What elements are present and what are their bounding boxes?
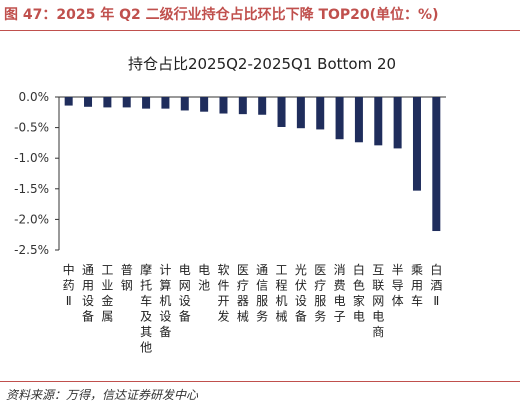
category-label: 医疗器械 [237,263,249,324]
category-label: 通信服务 [256,263,268,324]
bar-8 [200,97,209,112]
y-tick-label: 0.0% [19,90,50,104]
bar-5 [142,97,151,109]
category-label: 乘用车 [411,263,423,308]
y-tick-label: -2.5% [14,243,49,257]
top-rule [0,30,520,31]
bar-layer [64,97,441,232]
source-note: 资料来源：万得，信达证券研发中心 [6,388,199,402]
category-label: 医疗服务 [314,263,326,324]
bar-9 [219,97,228,114]
bottom-rule [0,381,520,382]
category-label: 计算机设备 [159,263,171,339]
category-label: 工程机械 [276,263,288,324]
category-labels: 中药 Ⅱ 通用设备工业金属普钢摩托车及其他计算机设备电网设备电池软件开发医疗器械通信… [63,262,443,355]
y-tick-label: -1.5% [14,182,49,196]
category-label: 白色家电 [353,262,365,324]
bar-10 [238,97,247,115]
bar-2 [84,97,93,107]
category-label: 白酒 Ⅱ [430,262,442,308]
category-label: 消费电子 [334,263,346,324]
category-label: 摩托车及其他 [140,262,152,355]
bar-11 [258,97,267,115]
category-label: 半导体 [392,263,404,308]
bar-17 [374,97,383,146]
bar-19 [412,97,421,191]
bar-13 [296,97,305,129]
category-label: 普钢 [121,263,133,293]
bar-6 [161,97,170,109]
category-label: 互联网电商 [372,263,384,339]
category-label: 中药 Ⅱ [63,262,75,308]
y-tick-label: -0.5% [14,121,49,135]
category-label: 电网设备 [179,263,191,324]
bar-1 [64,97,73,106]
chart-title: 持仓占比2025Q2-2025Q1 Bottom 20 [128,55,396,73]
bar-4 [122,97,131,108]
category-label: 电池 [198,263,210,293]
y-tick-label: -1.0% [14,151,49,165]
bar-18 [393,97,402,149]
bar-chart: 持仓占比2025Q2-2025Q1 Bottom 20 0.0% -0.5% -1.… [14,55,446,355]
y-tick-label: -2.0% [14,212,49,226]
bar-14 [316,97,325,130]
bar-7 [180,97,189,111]
bar-15 [335,97,344,140]
figure-title: 图 47：2025 年 Q2 二级行业持仓占比环比下降 TOP20(单位：%) [4,7,439,23]
bar-16 [354,97,363,143]
category-label: 光伏设备 [295,263,307,324]
bar-3 [103,97,112,108]
bar-12 [277,97,286,127]
category-label: 工业金属 [101,263,113,324]
bar-20 [432,97,441,232]
category-label: 软件开发 [217,263,229,324]
category-label: 通用设备 [82,263,94,324]
